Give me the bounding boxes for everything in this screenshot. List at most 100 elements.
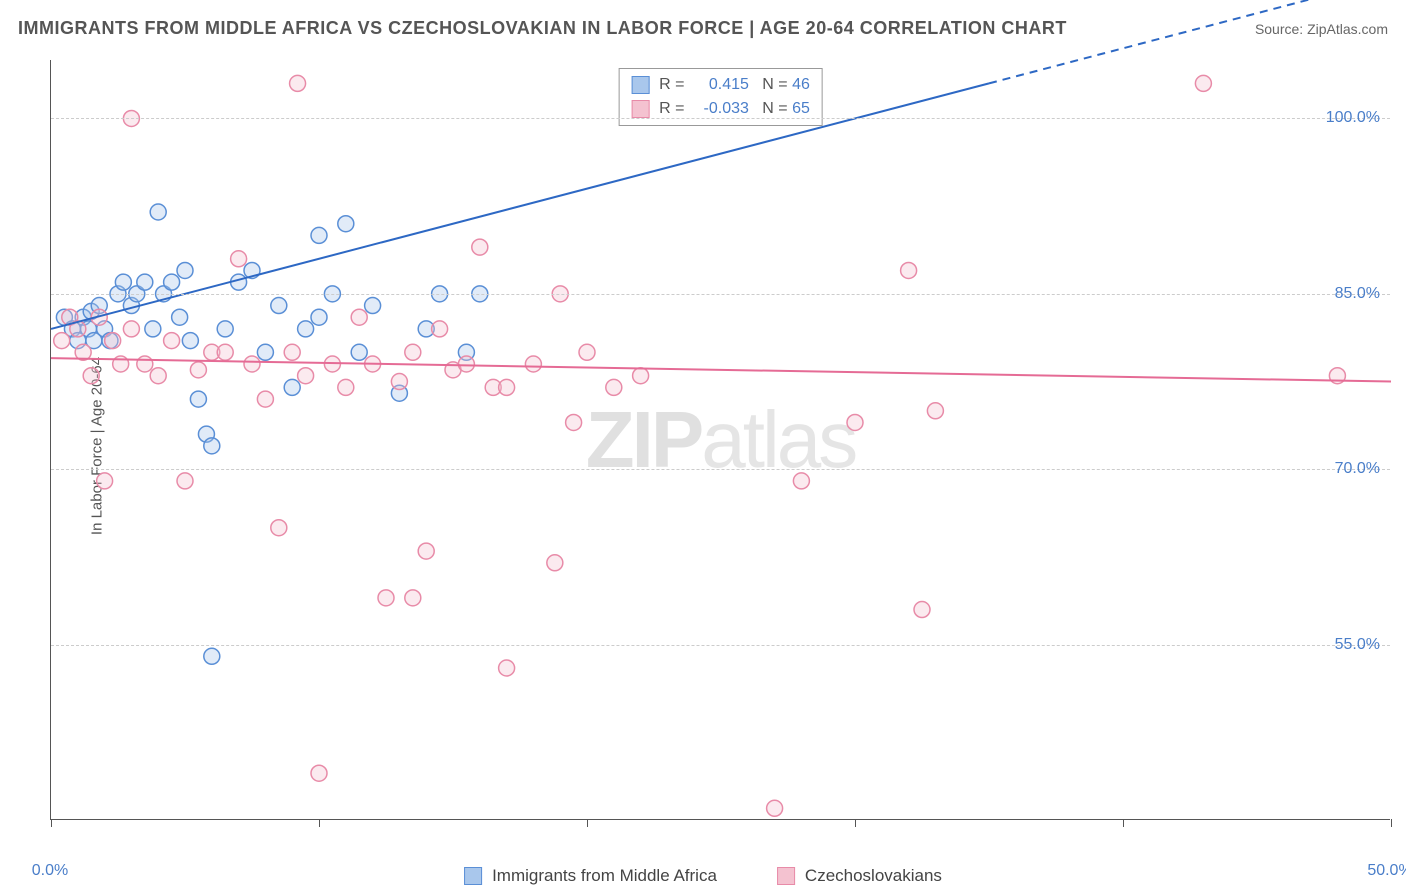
legend-series-label: Immigrants from Middle Africa [492, 866, 717, 886]
scatter-point [137, 274, 153, 290]
scatter-point [901, 262, 917, 278]
scatter-point [172, 309, 188, 325]
scatter-point [793, 473, 809, 489]
scatter-point [499, 379, 515, 395]
scatter-point [231, 251, 247, 267]
scatter-point [145, 321, 161, 337]
legend-swatch [631, 76, 649, 94]
scatter-point [204, 438, 220, 454]
scatter-point [164, 274, 180, 290]
x-tick [855, 819, 856, 827]
title-bar: IMMIGRANTS FROM MIDDLE AFRICA VS CZECHOS… [18, 18, 1388, 39]
scatter-point [351, 309, 367, 325]
scatter-point [311, 765, 327, 781]
scatter-point [914, 602, 930, 618]
y-tick-label: 85.0% [1335, 285, 1380, 303]
x-tick [319, 819, 320, 827]
scatter-point [351, 344, 367, 360]
chart-title: IMMIGRANTS FROM MIDDLE AFRICA VS CZECHOS… [18, 18, 1067, 39]
scatter-point [290, 75, 306, 91]
legend-series-item: Czechoslovakians [777, 866, 942, 886]
x-tick [587, 819, 588, 827]
x-tick [1391, 819, 1392, 827]
plot-area: ZIPatlas R = 0.415 N = 46R = -0.033 N = … [50, 60, 1390, 820]
scatter-point [311, 227, 327, 243]
legend-swatch [631, 100, 649, 118]
legend-correlation-row: R = 0.415 N = 46 [631, 73, 810, 97]
scatter-point [54, 333, 70, 349]
chart-svg [51, 60, 1390, 819]
scatter-point [927, 403, 943, 419]
scatter-point [190, 362, 206, 378]
scatter-point [257, 344, 273, 360]
scatter-point [405, 344, 421, 360]
scatter-point [271, 520, 287, 536]
scatter-point [257, 391, 273, 407]
legend-series-item: Immigrants from Middle Africa [464, 866, 717, 886]
legend-correlation-text: R = -0.033 N = 65 [659, 97, 810, 121]
scatter-point [271, 298, 287, 314]
scatter-point [204, 648, 220, 664]
scatter-point [177, 262, 193, 278]
scatter-point [767, 800, 783, 816]
scatter-point [391, 374, 407, 390]
scatter-point [405, 590, 421, 606]
y-tick-label: 100.0% [1326, 109, 1380, 127]
legend-series-label: Czechoslovakians [805, 866, 942, 886]
gridline-h [51, 118, 1390, 119]
scatter-point [177, 473, 193, 489]
scatter-point [579, 344, 595, 360]
scatter-point [123, 321, 139, 337]
x-tick [51, 819, 52, 827]
scatter-point [458, 356, 474, 372]
y-tick-label: 55.0% [1335, 636, 1380, 654]
scatter-point [164, 333, 180, 349]
scatter-point [525, 356, 541, 372]
scatter-point [190, 391, 206, 407]
scatter-point [606, 379, 622, 395]
x-tick-label: 50.0% [1367, 862, 1406, 880]
trend-line [51, 83, 989, 329]
scatter-point [298, 321, 314, 337]
gridline-h [51, 645, 1390, 646]
legend-correlation-row: R = -0.033 N = 65 [631, 97, 810, 121]
scatter-point [499, 660, 515, 676]
y-tick-label: 70.0% [1335, 460, 1380, 478]
legend-swatch [464, 867, 482, 885]
scatter-point [298, 368, 314, 384]
gridline-h [51, 469, 1390, 470]
legend-series: Immigrants from Middle Africa Czechoslova… [464, 866, 942, 886]
scatter-point [547, 555, 563, 571]
scatter-point [217, 344, 233, 360]
scatter-point [1195, 75, 1211, 91]
scatter-point [338, 379, 354, 395]
scatter-point [338, 216, 354, 232]
x-tick-label: 0.0% [32, 862, 68, 880]
scatter-point [472, 239, 488, 255]
scatter-point [137, 356, 153, 372]
scatter-point [566, 414, 582, 430]
scatter-point [97, 473, 113, 489]
scatter-point [83, 368, 99, 384]
scatter-point [150, 204, 166, 220]
scatter-point [284, 379, 300, 395]
trend-line-extrapolated [989, 0, 1391, 83]
scatter-point [432, 321, 448, 337]
scatter-point [105, 333, 121, 349]
scatter-point [378, 590, 394, 606]
source-attribution: Source: ZipAtlas.com [1255, 21, 1388, 37]
legend-correlation: R = 0.415 N = 46R = -0.033 N = 65 [618, 68, 823, 126]
scatter-point [311, 309, 327, 325]
scatter-point [633, 368, 649, 384]
legend-swatch [777, 867, 795, 885]
legend-correlation-text: R = 0.415 N = 46 [659, 73, 810, 97]
scatter-point [847, 414, 863, 430]
scatter-point [284, 344, 300, 360]
scatter-point [115, 274, 131, 290]
scatter-point [365, 298, 381, 314]
scatter-point [244, 356, 260, 372]
scatter-point [418, 543, 434, 559]
gridline-h [51, 294, 1390, 295]
scatter-point [150, 368, 166, 384]
x-tick [1123, 819, 1124, 827]
